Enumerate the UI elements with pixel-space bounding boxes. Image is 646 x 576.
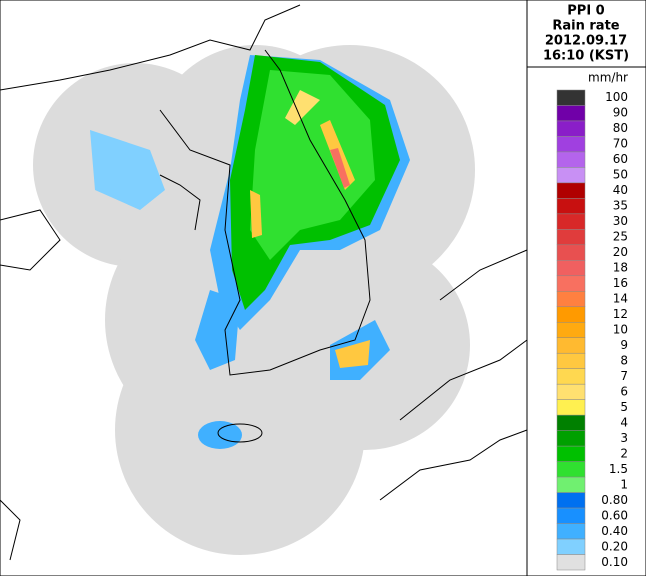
legend-swatch: [556, 523, 586, 540]
legend-label: 5: [620, 400, 628, 414]
legend-label: 0.20: [601, 539, 628, 553]
legend-panel: PPI 0 Rain rate 2012.09.17 16:10 (KST) m…: [526, 0, 646, 576]
legend-swatch: [556, 492, 586, 509]
legend-swatch: [556, 383, 586, 400]
legend-swatch: [556, 399, 586, 416]
legend-label: 0.10: [601, 555, 628, 569]
legend-label: 40: [613, 183, 628, 197]
legend-label: 8: [620, 353, 628, 367]
legend-swatch: [556, 322, 586, 338]
panel-frame: [526, 0, 646, 576]
legend-label: 90: [613, 106, 628, 120]
legend-label: 30: [613, 214, 628, 228]
header-line: 16:10 (KST): [543, 49, 629, 64]
legend-swatch: [556, 260, 586, 277]
legend-label: 10: [613, 323, 628, 337]
legend-label: 3: [620, 431, 628, 445]
legend-label: 1: [620, 477, 628, 491]
legend-label: 14: [613, 292, 628, 306]
map: [0, 0, 528, 576]
legend-swatch: [556, 538, 586, 555]
legend-swatch: [556, 105, 586, 122]
legend-label: 0.80: [601, 493, 628, 507]
legend-swatch: [556, 414, 586, 431]
legend-label: 6: [620, 384, 628, 398]
legend-swatch: [556, 198, 586, 215]
legend-label: 1.5: [609, 462, 628, 476]
header-line: Rain rate: [552, 19, 619, 34]
legend-swatch: [556, 244, 586, 261]
legend-label: 7: [620, 369, 628, 383]
legend-label: 35: [613, 199, 628, 213]
legend-swatch: [556, 291, 586, 308]
legend-swatch: [556, 337, 586, 354]
legend-swatch: [556, 461, 586, 478]
legend-label: 4: [620, 415, 628, 429]
legend-swatch: [556, 151, 586, 168]
header-line: 2012.09.17: [545, 34, 627, 49]
legend-swatch: [556, 213, 586, 230]
legend-label: 60: [613, 152, 628, 166]
legend-swatch: [556, 352, 586, 369]
legend-unit: mm/hr: [588, 71, 628, 85]
legend-label: 18: [613, 261, 628, 275]
legend-swatch: [556, 120, 586, 137]
legend-label: 80: [613, 121, 628, 135]
legend-swatch: [556, 167, 586, 184]
legend-label: 50: [613, 168, 628, 182]
legend-label: 70: [613, 137, 628, 151]
legend-swatch: [556, 306, 586, 323]
header-line: PPI 0: [567, 4, 604, 19]
legend-label: 0.60: [601, 508, 628, 522]
legend-label: 12: [613, 307, 628, 321]
legend-swatch: [556, 507, 586, 524]
legend-swatch: [556, 445, 586, 462]
legend-label: 25: [613, 230, 628, 244]
legend-label: 2: [620, 446, 628, 460]
legend-label: 16: [613, 276, 628, 290]
legend-swatch: [556, 476, 586, 493]
legend-swatch: [556, 554, 586, 571]
legend-swatch: [556, 229, 586, 246]
legend-label: 100: [605, 90, 628, 104]
rain-echo: [90, 55, 410, 449]
legend-swatch: [556, 182, 586, 199]
legend-label: 20: [613, 245, 628, 259]
legend-label: 9: [620, 338, 628, 352]
legend-swatch: [556, 89, 586, 106]
legend-swatch: [556, 430, 586, 447]
legend-swatch: [556, 368, 586, 385]
legend-swatch: [556, 275, 586, 292]
legend-swatch: [556, 136, 586, 153]
legend-label: 0.40: [601, 524, 628, 538]
coastlines: [0, 4, 528, 561]
